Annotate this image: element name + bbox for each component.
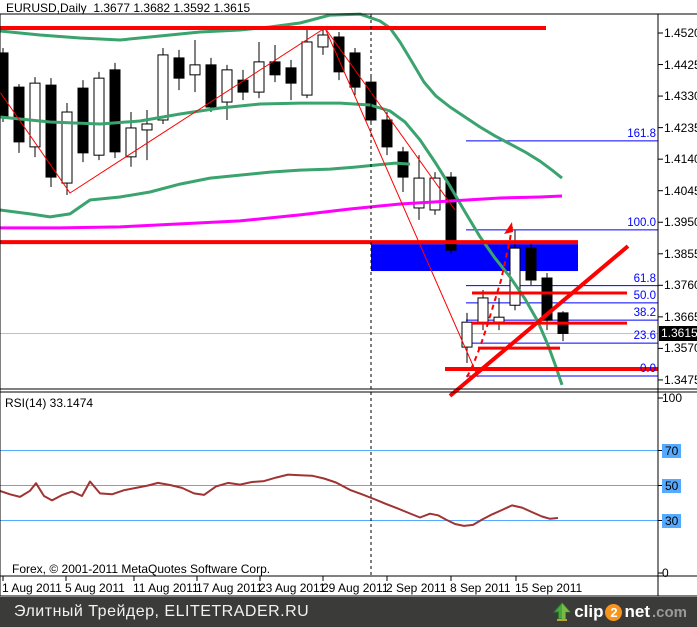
candle-body bbox=[221, 69, 233, 103]
candle-body bbox=[317, 34, 329, 48]
candle-body bbox=[45, 84, 57, 178]
candle-body bbox=[205, 64, 217, 108]
candle-body bbox=[157, 54, 169, 121]
price-axis-label: 1.4235 bbox=[664, 120, 697, 135]
logo-two-badge: 2 bbox=[605, 603, 623, 621]
logo-net: net bbox=[624, 602, 650, 621]
candle-body bbox=[77, 87, 89, 154]
candle-body bbox=[173, 57, 185, 79]
candle-body bbox=[429, 177, 441, 211]
ascending-trendline bbox=[448, 244, 630, 398]
candle-body bbox=[269, 61, 281, 76]
candle-body bbox=[445, 176, 457, 251]
candle-body bbox=[413, 177, 425, 209]
date-axis-label: 5 Aug 2011 bbox=[65, 581, 125, 595]
band-upper bbox=[0, 12, 563, 180]
current-price-tag: 1.3615 bbox=[659, 326, 697, 342]
price-axis-label: 1.4330 bbox=[664, 89, 697, 104]
price-axis-label: 1.4140 bbox=[664, 152, 697, 167]
price-axis-label: 1.3475 bbox=[664, 372, 697, 387]
projection-arrow-path bbox=[466, 226, 513, 378]
logo-dotcom: .com bbox=[651, 603, 687, 621]
date-axis-label: 15 Sep 2011 bbox=[515, 581, 583, 595]
date-axis-label: 17 Aug 2011 bbox=[196, 581, 263, 595]
date-axis-label: 11 Aug 2011 bbox=[133, 581, 199, 595]
price-axis-label: 1.3665 bbox=[664, 309, 697, 324]
price-axis-label: 1.4425 bbox=[664, 57, 697, 72]
date-axis-label: 1 Aug 2011 bbox=[2, 581, 62, 595]
candle-body bbox=[253, 61, 265, 93]
rsi-scale-100: 100 bbox=[662, 391, 683, 405]
candle-body bbox=[381, 119, 393, 148]
price-axis-label: 1.3950 bbox=[664, 215, 697, 230]
band-middle bbox=[0, 101, 564, 386]
clip2net-upload-icon bbox=[553, 602, 572, 621]
symbol-title: EURUSD,Daily 1.3677 1.3682 1.3592 1.3615 bbox=[6, 1, 251, 15]
projection-arrow-head bbox=[504, 222, 513, 234]
candle-body bbox=[125, 127, 137, 158]
site-banner-text: Элитный Трейдер, ELITETRADER.RU bbox=[14, 603, 310, 620]
fib-label-161.8: 161.8 bbox=[627, 127, 656, 140]
site-banner: Элитный Трейдер, ELITETRADER.RU clip 2 n… bbox=[0, 597, 697, 627]
rsi-scale-30: 30 bbox=[662, 513, 682, 528]
candle-body bbox=[0, 52, 9, 118]
trendline-fan bbox=[324, 27, 456, 211]
rsi-scale-70: 70 bbox=[662, 443, 682, 458]
candle-body bbox=[93, 77, 105, 156]
candle-body bbox=[493, 316, 505, 323]
fib-label-61.8: 61.8 bbox=[633, 272, 656, 285]
candle-body bbox=[477, 297, 489, 324]
band-lower bbox=[0, 161, 411, 219]
candle-body bbox=[541, 277, 553, 321]
rsi-scale-0: 0 bbox=[662, 566, 669, 580]
price-axis-label: 1.3855 bbox=[664, 246, 697, 261]
rsi-indicator-label: RSI(14) 33.1474 bbox=[5, 396, 94, 410]
date-axis-label: 23 Aug 2011 bbox=[259, 581, 326, 595]
price-axis-label: 1.3760 bbox=[664, 278, 697, 293]
copyright-text: Forex, © 2001-2011 MetaQuotes Software C… bbox=[12, 562, 271, 576]
candle-body bbox=[237, 79, 249, 93]
rsi-line bbox=[0, 473, 559, 527]
fib-label-38.2: 38.2 bbox=[633, 307, 656, 320]
price-chart-svg[interactable] bbox=[0, 0, 697, 597]
date-axis-label: 29 Aug 2011 bbox=[322, 581, 389, 595]
candle-body bbox=[461, 321, 473, 348]
candle-body bbox=[301, 41, 313, 96]
price-axis-label: 1.3570 bbox=[664, 341, 697, 356]
logo-clip: clip bbox=[574, 602, 604, 621]
candle-body bbox=[61, 111, 73, 184]
candle-body bbox=[29, 82, 41, 148]
price-axis-label: 1.4045 bbox=[664, 183, 697, 198]
candle-body bbox=[109, 69, 121, 153]
candle-body bbox=[189, 64, 201, 76]
date-axis-label: 8 Sep 2011 bbox=[450, 581, 511, 595]
candle-body bbox=[285, 67, 297, 84]
fib-label-23.6: 23.6 bbox=[633, 330, 656, 343]
candle-body bbox=[141, 123, 153, 131]
supply-zone-rectangle bbox=[371, 244, 578, 272]
trendline-zigzag bbox=[0, 27, 479, 378]
price-axis-label: 1.4520 bbox=[664, 26, 697, 40]
candle-body bbox=[525, 247, 537, 281]
fib-label-0.0: 0.0 bbox=[640, 362, 656, 375]
fib-label-50.0: 50.0 bbox=[633, 289, 656, 302]
clip2net-logo[interactable]: clip 2 net .com bbox=[552, 597, 687, 627]
rsi-scale-50: 50 bbox=[662, 478, 682, 493]
ma-magenta-line bbox=[0, 194, 563, 230]
date-axis-label: 2 Sep 2011 bbox=[386, 581, 447, 595]
candle-body bbox=[13, 86, 25, 143]
fib-label-100.0: 100.0 bbox=[627, 216, 656, 229]
